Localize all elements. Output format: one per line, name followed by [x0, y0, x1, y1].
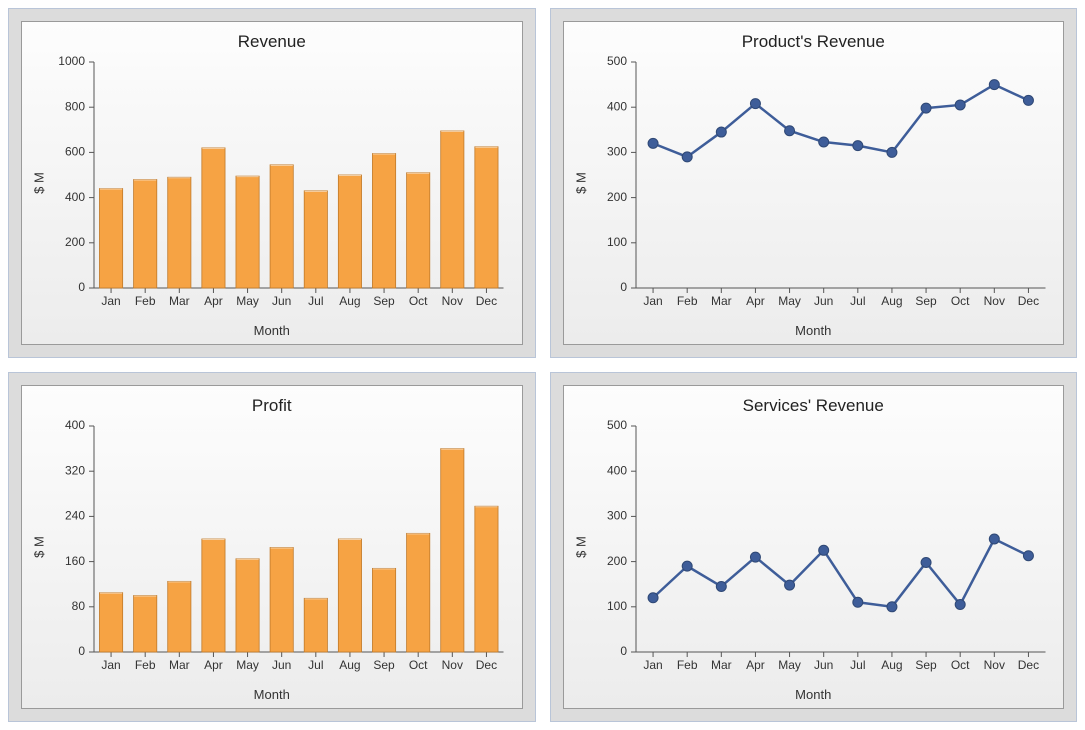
- product-revenue-chart: 0 100 200 300 400 500 Jan Feb Mar Apr May Jun Jul Aug…: [564, 22, 1064, 344]
- svg-text:Dec: Dec: [476, 294, 497, 308]
- svg-text:400: 400: [65, 418, 85, 432]
- svg-text:Apr: Apr: [746, 294, 765, 308]
- svg-text:May: May: [236, 658, 259, 672]
- svg-text:Jul: Jul: [850, 294, 865, 308]
- svg-text:May: May: [236, 294, 259, 308]
- svg-text:Nov: Nov: [442, 658, 463, 672]
- svg-text:Oct: Oct: [409, 294, 428, 308]
- svg-text:800: 800: [65, 99, 85, 113]
- svg-text:500: 500: [606, 418, 626, 432]
- dashboard-grid: Revenue $ M Month 02004006008001000JanFe…: [0, 0, 1085, 730]
- svg-text:May: May: [778, 658, 801, 672]
- svg-text:Mar: Mar: [710, 658, 731, 672]
- panel-revenue-inner: Revenue $ M Month 02004006008001000JanFe…: [21, 21, 523, 345]
- svg-text:Feb: Feb: [676, 294, 697, 308]
- svg-text:Aug: Aug: [881, 294, 902, 308]
- svg-text:300: 300: [606, 509, 626, 523]
- svg-text:May: May: [778, 294, 801, 308]
- svg-text:Feb: Feb: [676, 658, 697, 672]
- svg-text:Jun: Jun: [814, 658, 833, 672]
- svg-text:Mar: Mar: [169, 658, 190, 672]
- svg-text:Jun: Jun: [272, 658, 291, 672]
- svg-text:0: 0: [620, 280, 627, 294]
- svg-text:Sep: Sep: [915, 294, 937, 308]
- panel-services-revenue: Services' Revenue $ M Month 010020030040…: [550, 372, 1078, 722]
- svg-text:240: 240: [65, 509, 85, 523]
- revenue-chart: 0 200 400 600 800 1000 Jan Feb Mar Apr May Jun Jul Au…: [22, 22, 522, 344]
- svg-text:Mar: Mar: [710, 294, 731, 308]
- svg-text:Dec: Dec: [476, 658, 497, 672]
- svg-text:80: 80: [72, 599, 86, 613]
- svg-text:Oct: Oct: [950, 294, 969, 308]
- svg-text:Feb: Feb: [135, 294, 156, 308]
- svg-text:Nov: Nov: [442, 294, 463, 308]
- svg-text:Aug: Aug: [339, 658, 360, 672]
- svg-text:Jan: Jan: [643, 294, 662, 308]
- svg-text:0: 0: [78, 644, 85, 658]
- svg-text:0: 0: [78, 280, 85, 294]
- svg-text:Jan: Jan: [101, 294, 120, 308]
- services-revenue-chart: 0 100 200 300 400 500 Jan Feb Mar Apr May Jun Jul Aug…: [564, 386, 1064, 708]
- svg-text:1000: 1000: [58, 54, 85, 68]
- svg-text:Apr: Apr: [204, 294, 223, 308]
- svg-text:Jul: Jul: [850, 658, 865, 672]
- svg-text:Jan: Jan: [101, 658, 120, 672]
- svg-text:Dec: Dec: [1017, 294, 1038, 308]
- panel-profit: Profit $ M Month 080160240320400JanFebMa…: [8, 372, 536, 722]
- svg-text:0: 0: [620, 644, 627, 658]
- svg-text:Nov: Nov: [983, 658, 1004, 672]
- panel-product-revenue-inner: Product's Revenue $ M Month 010020030040…: [563, 21, 1065, 345]
- svg-text:100: 100: [606, 599, 626, 613]
- svg-text:Dec: Dec: [1017, 658, 1038, 672]
- svg-text:400: 400: [606, 99, 626, 113]
- profit-chart: 0 80 160 240 320 400 Jan Feb Mar Apr May Jun Jul Aug S…: [22, 386, 522, 708]
- svg-text:200: 200: [606, 190, 626, 204]
- svg-text:200: 200: [65, 235, 85, 249]
- svg-text:400: 400: [65, 190, 85, 204]
- svg-text:320: 320: [65, 463, 85, 477]
- svg-text:Jul: Jul: [308, 294, 323, 308]
- svg-text:Apr: Apr: [204, 658, 223, 672]
- svg-text:600: 600: [65, 145, 85, 159]
- panel-profit-inner: Profit $ M Month 080160240320400JanFebMa…: [21, 385, 523, 709]
- svg-text:160: 160: [65, 554, 85, 568]
- svg-text:Mar: Mar: [169, 294, 190, 308]
- svg-text:Sep: Sep: [373, 658, 395, 672]
- svg-text:300: 300: [606, 145, 626, 159]
- panel-revenue: Revenue $ M Month 02004006008001000JanFe…: [8, 8, 536, 358]
- svg-text:Oct: Oct: [409, 658, 428, 672]
- svg-text:500: 500: [606, 54, 626, 68]
- svg-text:200: 200: [606, 554, 626, 568]
- svg-text:Aug: Aug: [339, 294, 360, 308]
- svg-text:Aug: Aug: [881, 658, 902, 672]
- svg-text:Feb: Feb: [135, 658, 156, 672]
- svg-text:Apr: Apr: [746, 658, 765, 672]
- svg-text:Nov: Nov: [983, 294, 1004, 308]
- svg-text:Sep: Sep: [373, 294, 395, 308]
- svg-text:Jun: Jun: [814, 294, 833, 308]
- svg-text:Jul: Jul: [308, 658, 323, 672]
- svg-text:Oct: Oct: [950, 658, 969, 672]
- svg-text:Jun: Jun: [272, 294, 291, 308]
- svg-text:Sep: Sep: [915, 658, 937, 672]
- svg-text:Jan: Jan: [643, 658, 662, 672]
- panel-services-revenue-inner: Services' Revenue $ M Month 010020030040…: [563, 385, 1065, 709]
- svg-text:400: 400: [606, 463, 626, 477]
- svg-text:100: 100: [606, 235, 626, 249]
- panel-product-revenue: Product's Revenue $ M Month 010020030040…: [550, 8, 1078, 358]
